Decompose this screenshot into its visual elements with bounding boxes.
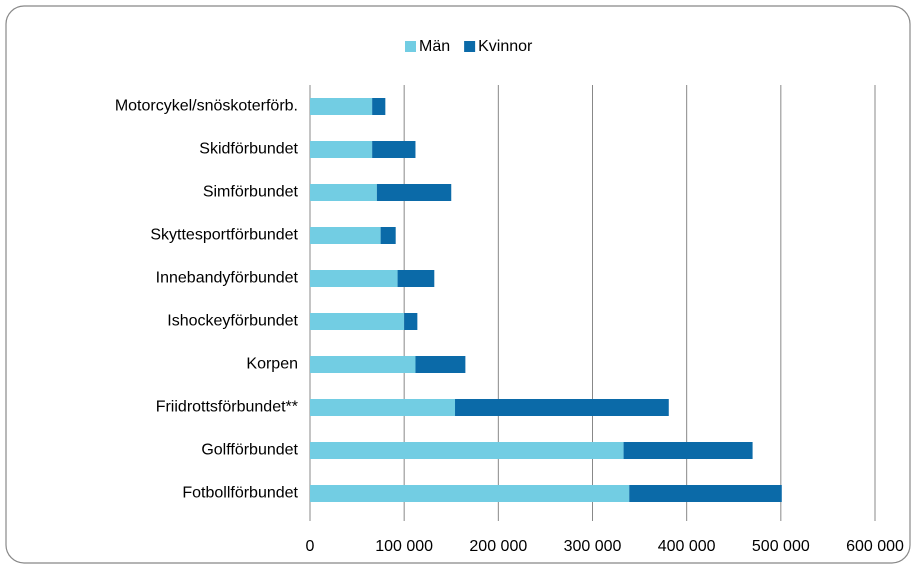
bar: [310, 184, 377, 201]
bar: [404, 313, 418, 330]
bar: [310, 98, 373, 115]
bar: [310, 270, 398, 287]
y-tick-label: Friidrottsförbundet**: [156, 399, 298, 416]
bar: [623, 442, 753, 459]
x-tick-label: 500 000: [752, 538, 810, 555]
y-tick-label: Simförbundet: [203, 184, 299, 201]
bar: [629, 485, 782, 502]
y-tick-label: Motorcykel/snöskoterförb.: [115, 98, 298, 115]
bar: [310, 227, 381, 244]
bar: [310, 313, 405, 330]
legend-label: Kvinnor: [478, 38, 533, 55]
y-tick-label: Korpen: [246, 356, 298, 373]
x-tick-label: 400 000: [658, 538, 716, 555]
bar: [310, 485, 630, 502]
x-tick-label: 600 000: [846, 538, 904, 555]
x-tick-label: 200 000: [469, 538, 527, 555]
x-tick-label: 100 000: [375, 538, 433, 555]
y-tick-label: Fotbollförbundet: [182, 485, 298, 502]
legend-swatch: [405, 41, 416, 52]
y-tick-label: Skyttesportförbundet: [150, 227, 298, 244]
y-tick-label: Skidförbundet: [199, 141, 298, 158]
y-tick-label: Golfförbundet: [201, 442, 298, 459]
bar: [415, 356, 466, 373]
bar: [372, 98, 386, 115]
bar: [310, 442, 624, 459]
x-tick-label: 300 000: [564, 538, 622, 555]
bar: [310, 141, 373, 158]
y-tick-label: Ishockeyförbundet: [167, 313, 298, 330]
x-tick-label: 0: [306, 538, 315, 555]
bar: [397, 270, 435, 287]
bar: [310, 399, 456, 416]
bar: [455, 399, 669, 416]
y-tick-label: Innebandyförbundet: [156, 270, 299, 287]
bar: [380, 227, 396, 244]
bar: [376, 184, 452, 201]
chart-frame: [5, 5, 911, 564]
legend-label: Män: [419, 38, 450, 55]
legend-swatch: [464, 41, 476, 52]
bar: [372, 141, 416, 158]
bar: [310, 356, 416, 373]
